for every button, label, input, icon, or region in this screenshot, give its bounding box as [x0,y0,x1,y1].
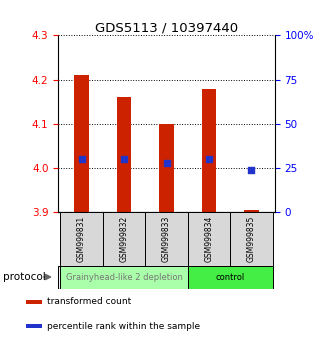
Bar [201,88,216,212]
Text: GSM999835: GSM999835 [247,216,256,262]
Text: control: control [215,273,245,281]
Point [249,167,254,173]
Point [206,156,211,162]
Bar [244,210,259,212]
Text: percentile rank within the sample: percentile rank within the sample [47,322,200,331]
Text: Grainyhead-like 2 depletion: Grainyhead-like 2 depletion [66,273,182,281]
Bar [103,212,145,266]
Title: GDS5113 / 10397440: GDS5113 / 10397440 [95,21,238,34]
Point [79,156,84,162]
Bar [60,266,188,289]
Bar [74,75,89,212]
Bar [159,124,174,212]
Text: GSM999831: GSM999831 [77,216,86,262]
Text: GSM999832: GSM999832 [120,216,129,262]
Point [164,160,169,166]
Text: GSM999834: GSM999834 [204,216,213,262]
Bar [117,97,132,212]
Point [122,156,127,162]
Bar [230,212,273,266]
Bar [188,266,273,289]
Text: transformed count: transformed count [47,297,131,306]
Bar [145,212,188,266]
Bar [188,212,230,266]
Bar [26,324,42,328]
Bar [26,300,42,304]
Bar [60,212,103,266]
Text: protocol: protocol [3,272,46,282]
Text: GSM999833: GSM999833 [162,216,171,262]
